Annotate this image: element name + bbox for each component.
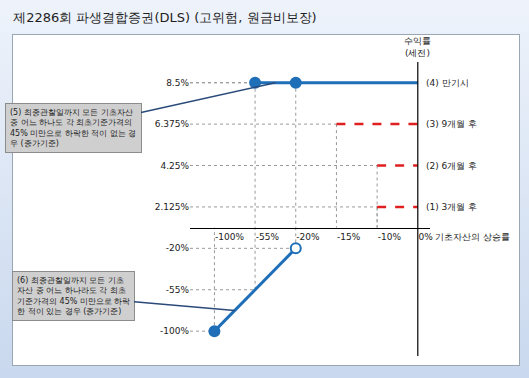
svg-text:제2286회 파생결합증권(DLS) (고위험, 원금비보장: 제2286회 파생결합증권(DLS) (고위험, 원금비보장) <box>13 10 316 25</box>
svg-text:-55%: -55% <box>166 285 190 295</box>
svg-text:2.125%: 2.125% <box>155 202 190 212</box>
svg-text:(3) 9개월 후: (3) 9개월 후 <box>426 119 477 129</box>
svg-text:8.5%: 8.5% <box>166 78 189 88</box>
svg-text:0%: 0% <box>418 232 433 242</box>
svg-text:수익률(세전): 수익률(세전) <box>404 36 431 58</box>
svg-text:(4) 만기시: (4) 만기시 <box>426 78 469 88</box>
svg-text:-100%: -100% <box>215 232 244 242</box>
svg-text:4.25%: 4.25% <box>160 161 189 171</box>
svg-text:-100%: -100% <box>160 326 189 336</box>
svg-text:기초자산의 상승률: 기초자산의 상승률 <box>435 232 510 242</box>
svg-text:(2) 6개월 후: (2) 6개월 후 <box>426 161 477 171</box>
svg-text:-55%: -55% <box>256 232 280 242</box>
svg-text:(6) 최종관찰일까지 모든 기초자산 중 어느 하나라도: (6) 최종관찰일까지 모든 기초자산 중 어느 하나라도 각 최초기준가격의 … <box>17 276 130 316</box>
svg-text:6.375%: 6.375% <box>155 119 190 129</box>
svg-text:-10%: -10% <box>378 232 402 242</box>
svg-text:-20%: -20% <box>166 243 190 253</box>
svg-text:-15%: -15% <box>337 232 361 242</box>
svg-text:(5) 최종관찰일까지 모든 기초자산중 어느 하나도 각: (5) 최종관찰일까지 모든 기초자산중 어느 하나도 각 최초기준가격의45%… <box>10 108 137 148</box>
svg-text:-20%: -20% <box>296 232 320 242</box>
svg-text:(1) 3개월 후: (1) 3개월 후 <box>426 202 477 212</box>
